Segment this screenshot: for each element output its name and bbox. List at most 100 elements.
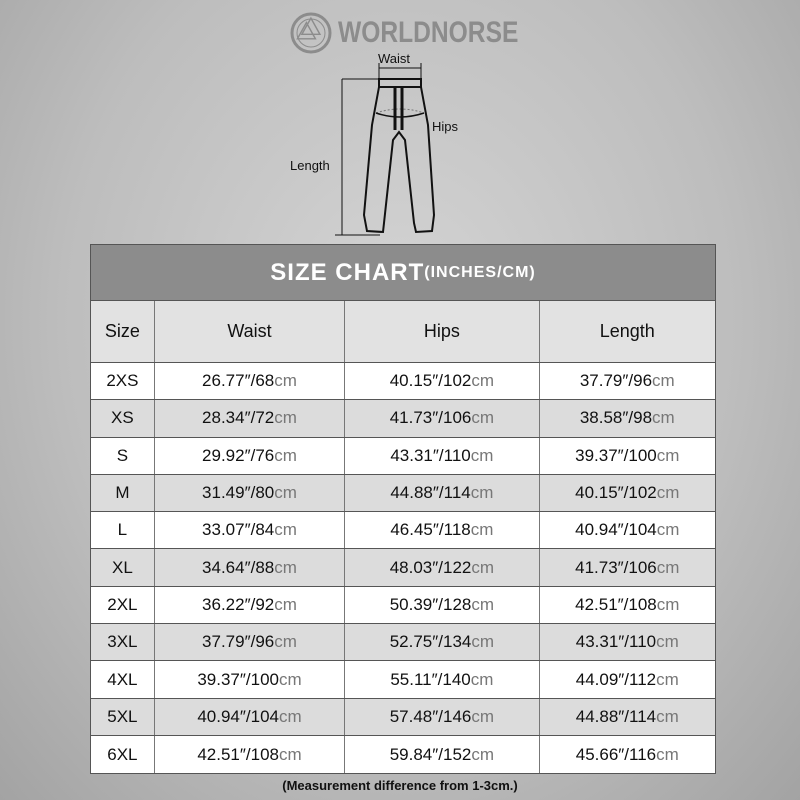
cell-hips: 57.48″/146 cm: [345, 698, 540, 735]
waist-value: 28.34″/72: [202, 408, 275, 428]
pants-diagram: Waist Hips Length: [280, 51, 520, 245]
cell-waist: 28.34″/72 cm: [155, 400, 346, 437]
cell-hips: 59.84″/152 cm: [345, 735, 540, 774]
size-value: 6XL: [107, 744, 138, 764]
unit-label: cm: [471, 744, 495, 764]
size-value: 2XL: [107, 594, 138, 614]
unit-label: cm: [278, 669, 302, 689]
waist-value: 26.77″/68: [202, 371, 275, 391]
unit-label: cm: [274, 632, 297, 652]
size-value: M: [115, 483, 130, 503]
table-row: 6XL 42.51″/108 cm 59.84″/152 cm 45.66″/116 cm: [91, 735, 715, 774]
unit-label: cm: [274, 520, 297, 540]
hips-value: 52.75″/134: [389, 632, 472, 652]
size-value: 4XL: [107, 669, 138, 689]
table-row: 5XL 40.94″/104 cm 57.48″/146 cm 44.88″/114 cm: [91, 698, 715, 736]
hips-value: 40.15″/102: [389, 371, 472, 391]
unit-label: cm: [471, 632, 495, 652]
waist-value: 34.64″/88: [202, 557, 275, 577]
size-value: 5XL: [107, 706, 138, 726]
size-value: XL: [112, 557, 133, 577]
table-row: L 33.07″/84 cm 46.45″/118 cm 40.94″/104 cm: [91, 512, 715, 550]
unit-label: cm: [274, 594, 297, 614]
cell-length: 39.37″/100 cm: [540, 438, 715, 474]
cell-length: 42.51″/108 cm: [540, 587, 715, 623]
unit-label: cm: [656, 744, 679, 764]
cell-size: L: [91, 512, 155, 549]
cell-length: 43.31″/110 cm: [540, 624, 715, 660]
cell-hips: 44.88″/114 cm: [345, 474, 540, 512]
unit-label: cm: [656, 669, 679, 689]
cell-waist: 33.07″/84 cm: [155, 512, 346, 549]
waist-value: 40.94″/104: [197, 706, 279, 726]
unit-label: cm: [471, 408, 495, 428]
header-hips: Hips: [345, 301, 540, 362]
cell-waist: 29.92″/76 cm: [155, 437, 346, 474]
cell-length: 44.88″/114 cm: [540, 699, 715, 735]
unit-label: cm: [471, 594, 495, 614]
length-label: Length: [290, 158, 330, 173]
unit-label: cm: [278, 706, 302, 726]
brand-name: WORLDNORSE: [338, 16, 519, 49]
cell-waist: 36.22″/92 cm: [155, 586, 346, 624]
length-value: 43.31″/110: [575, 632, 657, 652]
cell-size: 4XL: [91, 661, 155, 698]
waist-value: 31.49″/80: [202, 483, 275, 503]
waist-value: 37.79″/96: [202, 632, 275, 652]
cell-hips: 43.31″/110 cm: [345, 437, 540, 474]
cell-hips: 50.39″/128 cm: [345, 586, 540, 624]
unit-label: cm: [656, 445, 680, 465]
unit-label: cm: [274, 371, 297, 391]
hips-value: 55.11″/140: [390, 669, 471, 689]
length-value: 39.37″/100: [575, 445, 657, 465]
cell-size: 5XL: [91, 698, 155, 735]
unit-label: cm: [470, 483, 494, 503]
cell-length: 40.94″/104 cm: [540, 512, 715, 548]
title-units: (INCHES/CM): [424, 263, 536, 281]
brand-logo: WORLDNORSE: [290, 12, 558, 54]
table-row: 2XS 26.77″/68 cm 40.15″/102 cm 37.79″/96 cm: [91, 363, 715, 401]
cell-waist: 39.37″/100 cm: [155, 661, 346, 698]
unit-label: cm: [652, 408, 675, 428]
cell-size: S: [91, 437, 155, 474]
cell-waist: 42.51″/108 cm: [155, 735, 346, 774]
cell-waist: 26.77″/68 cm: [155, 363, 346, 400]
size-value: XS: [111, 408, 134, 428]
length-value: 38.58″/98: [579, 408, 653, 428]
hips-value: 41.73″/106: [389, 408, 472, 428]
cell-hips: 48.03″/122 cm: [345, 549, 540, 586]
hips-label: Hips: [432, 119, 459, 134]
unit-label: cm: [652, 371, 675, 391]
length-value: 41.73″/106: [575, 557, 657, 577]
cell-size: XS: [91, 400, 155, 437]
header-size: Size: [91, 301, 155, 362]
length-value: 40.94″/104: [575, 520, 657, 540]
waist-label: Waist: [378, 51, 411, 66]
unit-label: cm: [656, 557, 680, 577]
unit-label: cm: [274, 483, 297, 503]
size-value: S: [116, 445, 129, 465]
cell-hips: 52.75″/134 cm: [345, 624, 540, 661]
header-waist: Waist: [155, 301, 346, 362]
cell-length: 40.15″/102 cm: [540, 475, 715, 511]
unit-label: cm: [278, 744, 302, 764]
length-value: 45.66″/116: [575, 744, 657, 764]
pants-illustration-icon: [335, 63, 436, 236]
waist-value: 42.51″/108: [197, 744, 279, 764]
table-title: SIZE CHART (INCHES/CM): [91, 245, 715, 301]
size-chart-table: SIZE CHART (INCHES/CM) Size Waist Hips Le…: [90, 244, 716, 775]
unit-label: cm: [471, 557, 495, 577]
cell-hips: 55.11″/140 cm: [345, 661, 540, 698]
cell-size: 2XS: [91, 363, 155, 400]
table-row: 2XL 36.22″/92 cm 50.39″/128 cm 42.51″/108 cm: [91, 586, 715, 625]
cell-waist: 37.79″/96 cm: [155, 624, 346, 661]
table-row: 4XL 39.37″/100 cm 55.11″/140 cm 44.09″/112 cm: [91, 661, 715, 699]
unit-label: cm: [274, 408, 297, 428]
cell-waist: 34.64″/88 cm: [155, 549, 346, 586]
cell-length: 37.79″/96 cm: [540, 363, 715, 399]
unit-label: cm: [470, 669, 494, 689]
cell-length: 38.58″/98 cm: [540, 400, 715, 436]
unit-label: cm: [274, 557, 297, 577]
unit-label: cm: [656, 520, 680, 540]
title-text: SIZE CHART: [270, 258, 425, 286]
